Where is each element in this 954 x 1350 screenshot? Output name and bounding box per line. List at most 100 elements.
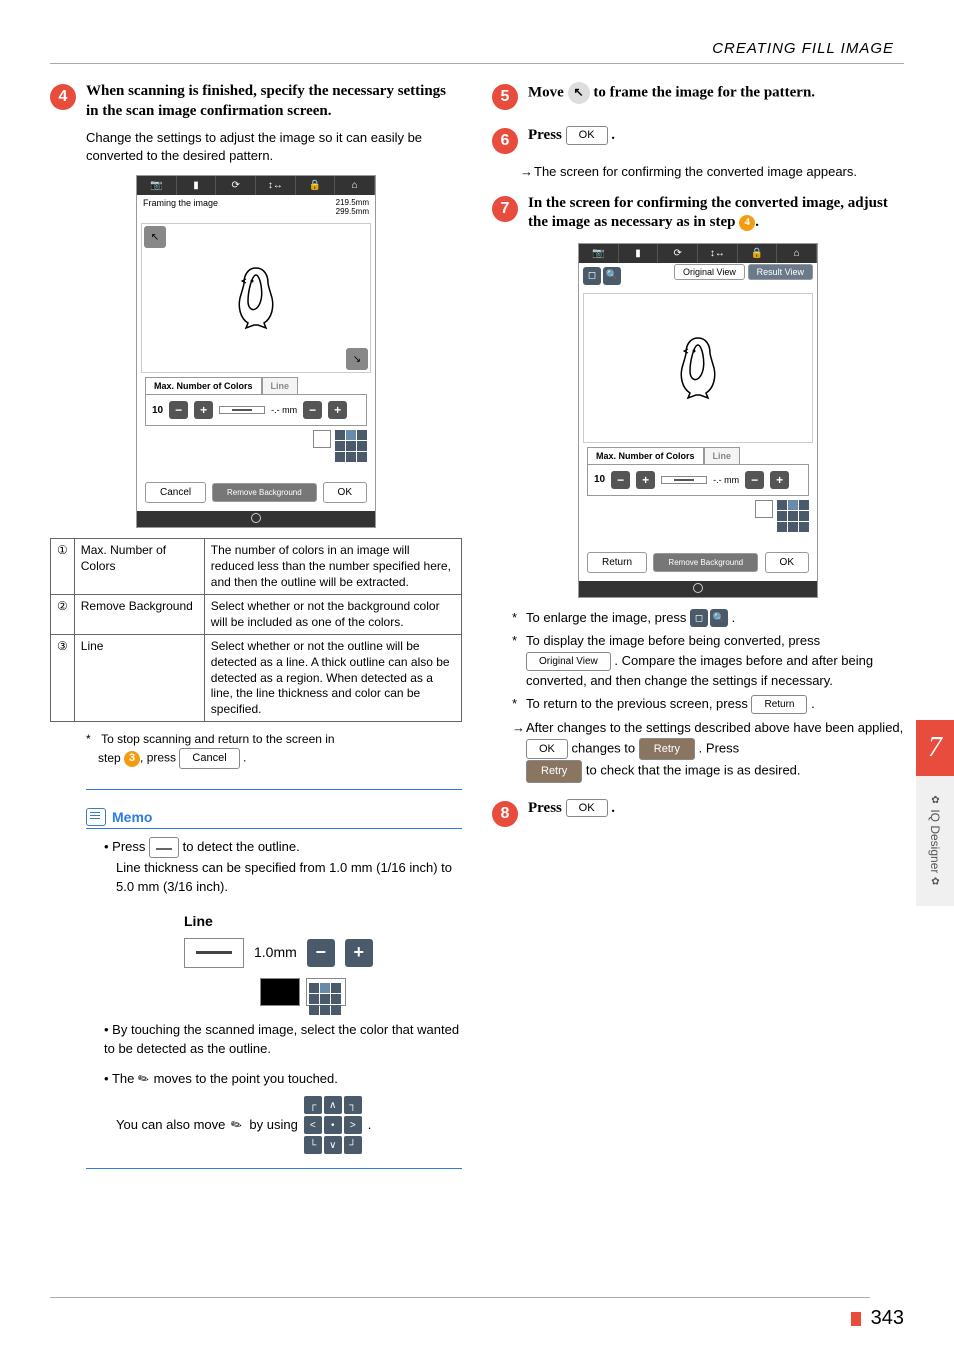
- result-view-button[interactable]: Result View: [748, 264, 813, 280]
- step-4: 4 When scanning is finished, specify the…: [50, 82, 462, 121]
- color-value: 10: [152, 405, 163, 416]
- cancel-inline-button[interactable]: Cancel: [179, 748, 239, 769]
- zoom-fit-icon-inline[interactable]: ◻: [690, 609, 708, 627]
- frame-handle-br[interactable]: ↘: [346, 348, 368, 370]
- canvas-size: 219.5mm299.5mm: [336, 198, 369, 216]
- minus-button-2[interactable]: −: [611, 471, 630, 489]
- ss-topbar: 📷 ▮ ⟳ ↕↔ 🔒 ⌂: [137, 176, 375, 195]
- tab-line-2[interactable]: Line: [704, 447, 741, 464]
- memo-body: • Press to detect the outline. Line thic…: [104, 837, 462, 1154]
- ok-button-2[interactable]: OK: [765, 552, 809, 573]
- ok-button[interactable]: OK: [323, 482, 367, 503]
- step-7-title: In the screen for confirming the convert…: [528, 194, 904, 233]
- line-thickness-preview: [184, 938, 244, 968]
- color-grid-2[interactable]: [777, 500, 809, 532]
- color-black[interactable]: [260, 978, 300, 1006]
- cancel-button[interactable]: Cancel: [145, 482, 206, 503]
- camera-icon: 📷: [137, 176, 177, 195]
- ss-canvas-2: [583, 293, 813, 443]
- settings-table: ①Max. Number of ColorsThe number of colo…: [50, 538, 462, 722]
- doc-icon: ▮: [177, 176, 217, 195]
- remove-bg-button-2[interactable]: Remove Background: [653, 553, 758, 572]
- size-icon: ⟳: [216, 176, 256, 195]
- confirm-converted-screenshot: 📷 ▮ ⟳ ↕↔ 🔒 ⌂ ◻ 🔍 Original View Result Vi…: [578, 243, 818, 598]
- note-return: * To return to the previous screen, pres…: [512, 694, 904, 714]
- step-5-title: Move ↖ to frame the image for the patter…: [528, 82, 815, 104]
- color-swatch-white-2[interactable]: [755, 500, 773, 518]
- line-demo: Line 1.0mm − +: [184, 911, 462, 968]
- step-number-8: 8: [492, 801, 518, 827]
- zoom-in-icon-inline[interactable]: 🔍: [710, 609, 728, 627]
- line-preview-2: [661, 476, 707, 484]
- memo-title: Memo: [112, 809, 152, 825]
- ss-controlrow: 10 − + -.- mm − +: [145, 394, 367, 426]
- color-value-2: 10: [594, 474, 605, 485]
- ss-canvas: ↖ ↘: [141, 223, 371, 373]
- line-plus-2[interactable]: +: [770, 471, 789, 489]
- lock-icon: 🔒: [296, 176, 336, 195]
- note-original-view: * To display the image before being conv…: [512, 631, 904, 690]
- color-swatch-white[interactable]: [313, 430, 331, 448]
- footer-marker: [851, 1312, 861, 1326]
- footer-rule: [50, 1297, 870, 1298]
- ok-inline-3[interactable]: OK: [566, 799, 608, 817]
- frame-handle-tl[interactable]: ↖: [144, 226, 166, 248]
- frame-handle-icon: ↖: [568, 82, 590, 104]
- ss-bottombar: Cancel Remove Background OK: [137, 474, 375, 511]
- page-footer: 343: [851, 1307, 904, 1330]
- zoom-in-icon[interactable]: 🔍: [603, 267, 621, 285]
- line-detect-button[interactable]: [149, 837, 179, 858]
- ss-topbar-2: 📷 ▮ ⟳ ↕↔ 🔒 ⌂: [579, 244, 817, 263]
- chapter-number: 7: [916, 720, 954, 776]
- lock-icon: 🔒: [738, 244, 778, 263]
- color-selection: [260, 978, 462, 1006]
- ok-inline-button[interactable]: OK: [566, 126, 608, 144]
- original-view-inline[interactable]: Original View: [526, 652, 611, 671]
- doc-icon: ▮: [619, 244, 659, 263]
- retry-inline[interactable]: Retry: [639, 738, 695, 761]
- retry-inline-2[interactable]: Retry: [526, 760, 582, 783]
- step-6-note: → The screen for confirming the converte…: [520, 162, 904, 182]
- ok-inline-2[interactable]: OK: [526, 739, 568, 760]
- ss-tabs: Max. Number of Colors Line: [145, 377, 367, 394]
- tab-max-colors[interactable]: Max. Number of Colors: [145, 377, 262, 394]
- minus-button[interactable]: −: [169, 401, 188, 419]
- zoom-fit-icon[interactable]: ◻: [583, 267, 601, 285]
- line-minus-button[interactable]: −: [307, 939, 335, 967]
- direction-pad[interactable]: ┌∧┐ <•> └∨┘: [304, 1096, 362, 1154]
- line-preview: [219, 406, 265, 414]
- step-8: 8 Press OK .: [492, 799, 904, 827]
- section-title: CREATING FILL IMAGE: [50, 40, 904, 64]
- plus-button-2[interactable]: +: [636, 471, 655, 489]
- chapter-label: ✿ IQ Designer ✿: [928, 795, 942, 888]
- original-view-button[interactable]: Original View: [674, 264, 745, 280]
- line-minus-button[interactable]: −: [303, 401, 322, 419]
- step-ref-3: 3: [124, 751, 140, 767]
- memo-icon: [86, 808, 106, 826]
- step-number-5: 5: [492, 84, 518, 110]
- step-number-6: 6: [492, 128, 518, 154]
- table-row: ③LineSelect whether or not the outline w…: [51, 635, 462, 722]
- step-number-4: 4: [50, 84, 76, 110]
- plus-button[interactable]: +: [194, 401, 213, 419]
- ss-header: Framing the image 219.5mm299.5mm: [137, 195, 375, 219]
- zoom-controls[interactable]: ◻ 🔍: [583, 267, 621, 285]
- step-6: 6 Press OK .: [492, 126, 904, 154]
- remove-bg-button[interactable]: Remove Background: [212, 483, 317, 502]
- return-button[interactable]: Return: [587, 552, 647, 573]
- line-plus-button[interactable]: +: [328, 401, 347, 419]
- size-icon: ⟳: [658, 244, 698, 263]
- line-minus-2[interactable]: −: [745, 471, 764, 489]
- step-4-title: When scanning is finished, specify the n…: [86, 82, 462, 121]
- color-grid[interactable]: [335, 430, 367, 462]
- return-inline[interactable]: Return: [751, 695, 807, 714]
- note-retry: → After changes to the settings describe…: [512, 718, 904, 783]
- step-number-7: 7: [492, 196, 518, 222]
- line-plus-button[interactable]: +: [345, 939, 373, 967]
- camera-icon: 📷: [579, 244, 619, 263]
- table-row: ①Max. Number of ColorsThe number of colo…: [51, 539, 462, 595]
- tab-line[interactable]: Line: [262, 377, 299, 394]
- tab-max-colors-2[interactable]: Max. Number of Colors: [587, 447, 704, 464]
- wand-icon: ✎: [134, 1067, 154, 1090]
- color-grid-box[interactable]: [306, 978, 346, 1006]
